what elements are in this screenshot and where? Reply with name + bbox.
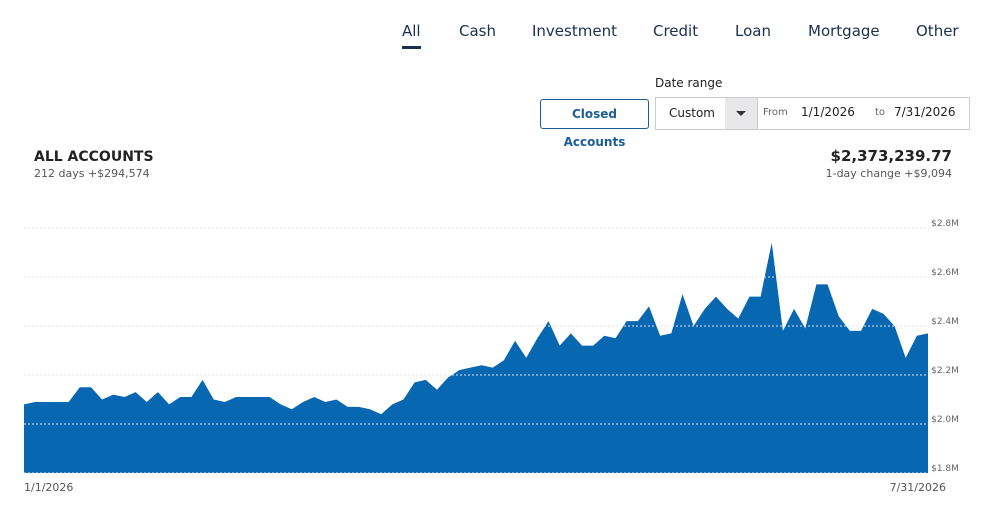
total-balance: $2,373,239.77 <box>830 147 952 165</box>
closed-accounts-button[interactable]: Closed Accounts <box>540 99 649 149</box>
date-range-label: Date range <box>655 76 723 90</box>
y-tick-label: $2.4M <box>931 317 959 327</box>
from-label: From <box>763 107 788 118</box>
y-tick-label: $1.8M <box>931 464 959 474</box>
to-label: to <box>875 107 886 118</box>
x-tick-label: 1/1/2026 <box>24 481 73 494</box>
tab[interactable]: Other <box>916 22 959 40</box>
select-arrow[interactable] <box>725 98 757 129</box>
to-date[interactable]: 7/31/2026 <box>894 105 956 119</box>
from-date[interactable]: 1/1/2026 <box>801 105 855 119</box>
area <box>24 242 928 473</box>
day-change: 1-day change +$9,094 <box>825 167 952 180</box>
date-range-box: Custom From 1/1/2026 to 7/31/2026 <box>655 97 970 130</box>
tab[interactable]: Mortgage <box>808 22 880 40</box>
tab[interactable]: Cash <box>459 22 496 40</box>
tab[interactable]: All <box>402 22 421 49</box>
tab[interactable]: Loan <box>735 22 771 40</box>
summary-title: ALL ACCOUNTS <box>34 149 154 165</box>
tab[interactable]: Investment <box>532 22 617 40</box>
y-tick-label: $2.6M <box>931 268 959 278</box>
summary-subtitle: 212 days +$294,574 <box>34 167 150 180</box>
y-tick-label: $2.0M <box>931 415 959 425</box>
arrow-icon <box>736 111 746 116</box>
x-tick-label: 7/31/2026 <box>890 481 946 494</box>
y-tick-label: $2.8M <box>931 219 959 229</box>
y-tick-label: $2.2M <box>931 366 959 376</box>
tab[interactable]: Credit <box>653 22 699 40</box>
range-select[interactable]: Custom <box>656 98 758 129</box>
select-value: Custom <box>669 106 715 120</box>
